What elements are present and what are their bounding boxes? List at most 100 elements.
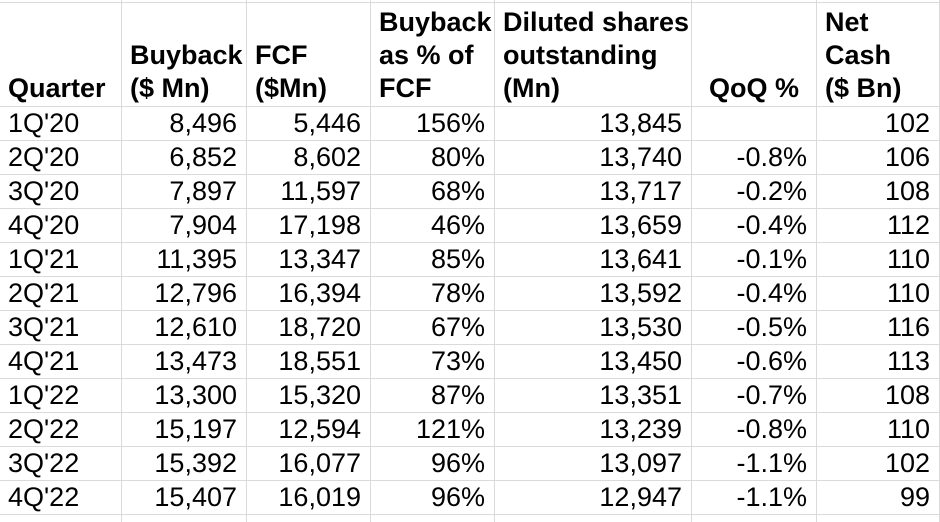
table-cell[interactable]: 13,097 [495,447,692,481]
table-cell[interactable]: 4Q'22 [0,481,122,515]
table-cell[interactable]: -0.8% [692,413,817,447]
table-cell[interactable]: 13,592 [495,277,692,311]
table-cell[interactable]: 12,947 [495,481,692,515]
table-cell[interactable]: 1Q'22 [0,379,122,413]
table-cell[interactable]: 13,351 [495,379,692,413]
table-cell[interactable]: 11,395 [122,243,247,277]
table-cell[interactable]: -0.4% [692,209,817,243]
header-diluted-shares[interactable]: Diluted shares outstanding (Mn) [495,3,692,107]
table-cell[interactable]: -0.7% [692,379,817,413]
table-cell[interactable]: 18,720 [247,311,371,345]
table-cell[interactable]: 7,904 [122,209,247,243]
table-cell[interactable]: 2Q'22 [0,413,122,447]
table-cell[interactable]: 15,320 [247,379,371,413]
table-cell[interactable]: 12,594 [247,413,371,447]
table-cell[interactable]: 110 [817,277,940,311]
table-cell[interactable]: 16,077 [247,447,371,481]
cropped-cell [0,515,122,522]
table-cell[interactable]: 67% [371,311,495,345]
table-cell[interactable]: 87% [371,379,495,413]
table-cell[interactable]: 110 [817,413,940,447]
table-cell[interactable]: 78% [371,277,495,311]
table-cell[interactable]: 102 [817,107,940,141]
table-cell[interactable]: 106 [817,141,940,175]
table-cell[interactable]: 73% [371,345,495,379]
table-cell[interactable]: 96% [371,481,495,515]
table-cell[interactable]: 80% [371,141,495,175]
table-cell[interactable]: 18,551 [247,345,371,379]
table-cell[interactable]: 13,845 [495,107,692,141]
table-cell[interactable]: 8,602 [247,141,371,175]
header-row: Quarter Buyback ($ Mn) FCF ($Mn) Buyback… [0,3,940,107]
table-cell[interactable]: -0.2% [692,175,817,209]
table-cell[interactable]: 121% [371,413,495,447]
header-buyback[interactable]: Buyback ($ Mn) [122,3,247,107]
table-cell[interactable]: 8,496 [122,107,247,141]
header-fcf[interactable]: FCF ($Mn) [247,3,371,107]
table-cell[interactable]: 85% [371,243,495,277]
cropped-cell [371,0,495,3]
table-cell[interactable]: -0.6% [692,345,817,379]
table-cell[interactable]: 13,530 [495,311,692,345]
table-cell[interactable]: 5,446 [247,107,371,141]
table-cell[interactable]: 156% [371,107,495,141]
table-cell[interactable]: 13,641 [495,243,692,277]
table-row: 1Q'22 13,300 15,320 87% 13,351 -0.7% 108 [0,379,940,413]
cropped-cell [371,515,495,522]
table-cell[interactable]: 15,392 [122,447,247,481]
table-cell[interactable]: 13,347 [247,243,371,277]
table-row: 1Q'21 11,395 13,347 85% 13,641 -0.1% 110 [0,243,940,277]
table-cell[interactable]: 108 [817,175,940,209]
cropped-cell [692,515,817,522]
table-cell[interactable]: 13,473 [122,345,247,379]
table-cell[interactable]: 16,394 [247,277,371,311]
table-cell[interactable]: 3Q'20 [0,175,122,209]
table-cell[interactable]: 2Q'21 [0,277,122,311]
table-cell[interactable]: -0.1% [692,243,817,277]
table-cell[interactable]: 108 [817,379,940,413]
table-cell[interactable]: -1.1% [692,481,817,515]
table-cell[interactable] [692,107,817,141]
table-cell[interactable]: 13,239 [495,413,692,447]
table-row: 3Q'22 15,392 16,077 96% 13,097 -1.1% 102 [0,447,940,481]
table-cell[interactable]: -0.5% [692,311,817,345]
table-cell[interactable]: 1Q'20 [0,107,122,141]
table-cell[interactable]: 3Q'22 [0,447,122,481]
table-cell[interactable]: 102 [817,447,940,481]
table-cell[interactable]: 3Q'21 [0,311,122,345]
header-net-cash[interactable]: Net Cash ($ Bn) [817,3,940,107]
header-qoq-pct[interactable]: QoQ % [692,3,817,107]
table-cell[interactable]: 13,659 [495,209,692,243]
table-cell[interactable]: 12,610 [122,311,247,345]
table-cell[interactable]: 2Q'20 [0,141,122,175]
table-cell[interactable]: -0.8% [692,141,817,175]
table-cell[interactable]: 68% [371,175,495,209]
table-cell[interactable]: 11,597 [247,175,371,209]
header-quarter[interactable]: Quarter [0,3,122,107]
table-cell[interactable]: 1Q'21 [0,243,122,277]
table-cell[interactable]: 4Q'21 [0,345,122,379]
table-cell[interactable]: 110 [817,243,940,277]
table-cell[interactable]: 12,796 [122,277,247,311]
table-cell[interactable]: 13,717 [495,175,692,209]
table-cell[interactable]: 112 [817,209,940,243]
table-cell[interactable]: 113 [817,345,940,379]
header-buyback-pct-fcf[interactable]: Buyback as % of FCF [371,3,495,107]
table-cell[interactable]: 13,300 [122,379,247,413]
table-cell[interactable]: 96% [371,447,495,481]
table-cell[interactable]: 4Q'20 [0,209,122,243]
table-cell[interactable]: 13,450 [495,345,692,379]
table-cell[interactable]: 15,197 [122,413,247,447]
table-cell[interactable]: 99 [817,481,940,515]
table-cell[interactable]: 46% [371,209,495,243]
table-cell[interactable]: -0.4% [692,277,817,311]
cropped-row-bottom [0,515,940,522]
table-cell[interactable]: 7,897 [122,175,247,209]
table-cell[interactable]: 116 [817,311,940,345]
table-cell[interactable]: 6,852 [122,141,247,175]
table-cell[interactable]: 13,740 [495,141,692,175]
table-cell[interactable]: 16,019 [247,481,371,515]
table-cell[interactable]: 15,407 [122,481,247,515]
table-cell[interactable]: -1.1% [692,447,817,481]
table-cell[interactable]: 17,198 [247,209,371,243]
